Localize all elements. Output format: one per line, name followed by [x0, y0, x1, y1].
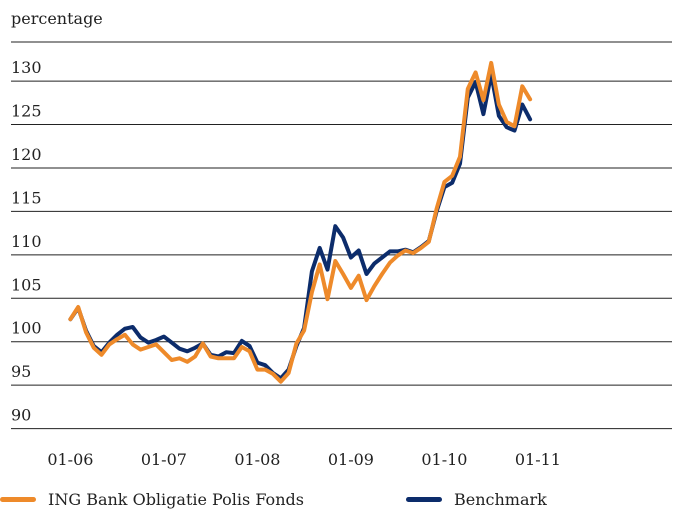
legend-swatch-series-2	[406, 497, 442, 502]
series-line-1	[68, 60, 533, 384]
x-tick-label: 01-06	[47, 450, 93, 469]
x-tick-label: 01-11	[515, 450, 561, 469]
y-tick-label: 125	[11, 102, 42, 121]
y-tick-label: 115	[11, 188, 42, 207]
legend-label-series-2: Benchmark	[454, 490, 547, 509]
x-tick-labels: 01-06 01-07 01-08 01-09 01-10 01-11	[47, 450, 561, 469]
legend-label-series-1: ING Bank Obligatie Polis Fonds	[48, 490, 304, 509]
series-lines	[68, 60, 533, 384]
legend-swatch-series-1	[0, 497, 36, 502]
y-tick-label: 105	[11, 275, 42, 294]
series-line-2	[68, 72, 533, 381]
y-tick-label: 95	[11, 362, 31, 381]
y-tick-label: 120	[11, 145, 42, 164]
x-tick-label: 01-10	[421, 450, 467, 469]
y-tick-label: 100	[11, 319, 42, 338]
y-tick-labels: 90 95 100 105 110 115 120 125 130	[11, 58, 42, 425]
y-tick-label: 110	[11, 232, 42, 251]
y-tick-label: 90	[11, 406, 31, 425]
gridlines	[11, 41, 672, 430]
legend: ING Bank Obligatie Polis Fonds Benchmark	[0, 490, 675, 512]
x-tick-label: 01-09	[328, 450, 374, 469]
legend-item-series-1: ING Bank Obligatie Polis Fonds	[0, 490, 304, 509]
x-tick-label: 01-07	[141, 450, 187, 469]
y-axis-label: percentage	[11, 9, 103, 28]
y-tick-label: 130	[11, 58, 42, 77]
x-tick-label: 01-08	[234, 450, 280, 469]
legend-item-series-2: Benchmark	[406, 490, 547, 509]
